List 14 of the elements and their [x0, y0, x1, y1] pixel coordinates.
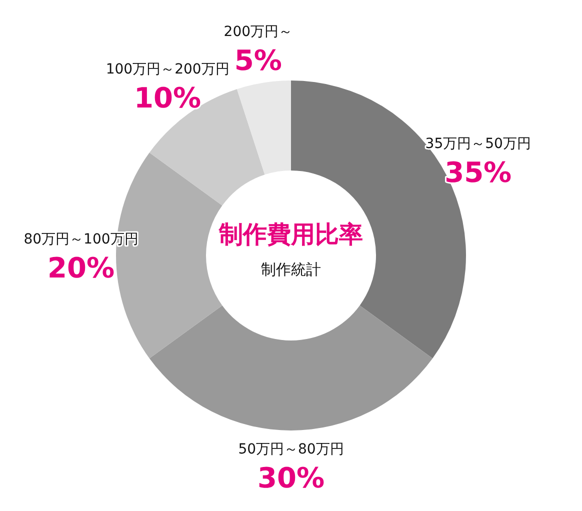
donut-slice	[149, 305, 433, 430]
data-label: 35%	[444, 156, 512, 190]
data-label: 20%	[47, 252, 115, 284]
slice-label: 100万円～200万円	[106, 62, 230, 78]
data-label: 10%	[134, 82, 202, 115]
slice-label: 35万円～50万円	[425, 136, 531, 152]
text: 制作費用比率	[218, 220, 363, 248]
data-label: 5%	[234, 44, 282, 78]
data-label: 30%	[257, 462, 325, 494]
donut-slice	[236, 80, 291, 175]
slice-label: 50万円～80万円	[238, 442, 344, 458]
text: 制作統計	[261, 260, 321, 278]
slice-label: 200万円～	[224, 24, 293, 40]
slice-label: 80万円～100万円	[24, 232, 138, 248]
